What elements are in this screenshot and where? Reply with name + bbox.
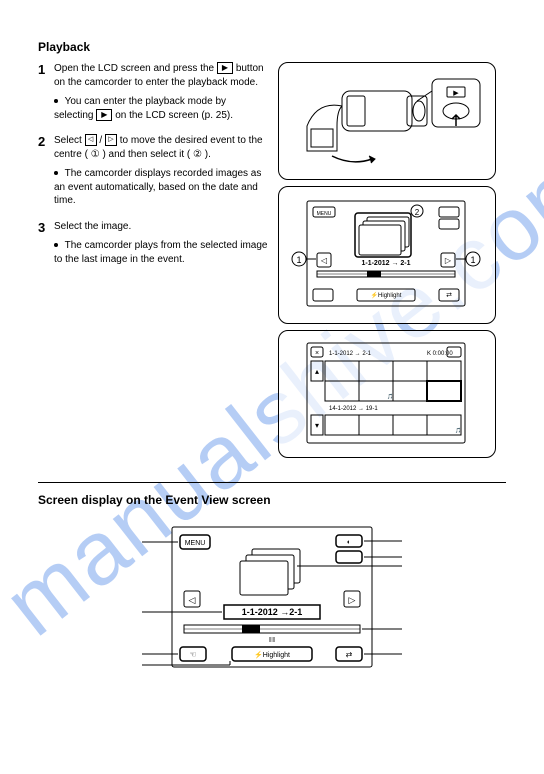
svg-text:⚡Highlight: ⚡Highlight xyxy=(254,650,290,659)
step-1: 1 Open the LCD screen and press the ▶ bu… xyxy=(38,62,268,122)
ref-1: ① xyxy=(91,149,100,160)
svg-text:1: 1 xyxy=(296,255,301,265)
play-mode-icon: ▶ xyxy=(96,109,112,121)
svg-text:⚡Highlight: ⚡Highlight xyxy=(371,291,402,299)
svg-text:MENU: MENU xyxy=(317,211,332,217)
bullet-icon xyxy=(54,99,58,103)
txt: Select xyxy=(54,135,85,146)
svg-text:×: × xyxy=(315,350,319,357)
svg-text:14-1-2012 → 19-1: 14-1-2012 → 19-1 xyxy=(329,406,378,412)
step-body: Select the image. The camcorder plays fr… xyxy=(54,220,268,267)
bullet-icon xyxy=(54,243,58,247)
svg-text:MENU: MENU xyxy=(185,540,206,547)
txt: ) and then select it ( xyxy=(102,149,190,160)
step-3: 3 Select the image. The camcorder plays … xyxy=(38,220,268,267)
svg-text:▷: ▷ xyxy=(445,256,452,265)
svg-text:🎵: 🎵 xyxy=(387,393,393,400)
step-body: Select ◁ / ▷ to move the desired event t… xyxy=(54,134,268,208)
svg-text:K 0:00:00: K 0:00:00 xyxy=(427,351,453,357)
txt: Select the image. xyxy=(54,221,131,232)
txt: The camcorder plays from the selected im… xyxy=(54,240,267,265)
svg-text:|||||: ||||| xyxy=(269,637,276,643)
svg-text:◁: ◁ xyxy=(189,595,196,605)
svg-text:2: 2 xyxy=(415,208,420,217)
step-num: 3 xyxy=(38,220,54,267)
play-mode-icon: ▶ xyxy=(217,62,233,74)
page-heading: Playback xyxy=(38,40,506,54)
svg-text:▶: ▶ xyxy=(453,90,459,97)
svg-text:1-1-2012 →2-1: 1-1-2012 →2-1 xyxy=(242,607,303,617)
step-num: 2 xyxy=(38,134,54,208)
screen-section-heading: Screen display on the Event View screen xyxy=(38,493,506,507)
step-2: 2 Select ◁ / ▷ to move the desired event… xyxy=(38,134,268,208)
svg-text:🎵: 🎵 xyxy=(455,427,461,434)
txt: ). xyxy=(205,149,211,160)
svg-text:⇄: ⇄ xyxy=(446,292,452,299)
panel-event-view: MENU 2 ◁ ▷ 1 1 1-1-2012 → 2-1 ⚡Highlight… xyxy=(278,186,496,324)
svg-text:⇄: ⇄ xyxy=(346,650,353,659)
left-arrow-icon: ◁ xyxy=(85,134,97,146)
bullet-icon xyxy=(54,171,58,175)
step-num: 1 xyxy=(38,62,54,122)
panel-camcorder: ▶ xyxy=(278,62,496,180)
svg-text:☜: ☜ xyxy=(189,650,196,659)
ref-2: ② xyxy=(193,149,202,160)
right-arrow-icon: ▷ xyxy=(105,134,117,146)
txt: on the LCD screen (p. 25). xyxy=(115,110,233,121)
svg-text:▴: ▴ xyxy=(315,367,319,376)
svg-text:▾: ▾ xyxy=(315,421,319,430)
txt: Open the LCD screen and press the xyxy=(54,63,217,74)
step-body: Open the LCD screen and press the ▶ butt… xyxy=(54,62,268,122)
screen-event-view-figure: MENU ◐ ◁ ▷ 1-1-2012 →2-1 ||||| ☜ ⚡Highli… xyxy=(102,521,442,681)
svg-text:◁: ◁ xyxy=(321,256,328,265)
txt: The camcorder displays recorded images a… xyxy=(54,168,261,206)
svg-text:1-1-2012 → 2-1: 1-1-2012 → 2-1 xyxy=(329,351,372,357)
svg-text:1: 1 xyxy=(470,255,475,265)
svg-text:1-1-2012 → 2-1: 1-1-2012 → 2-1 xyxy=(361,260,410,267)
svg-text:▷: ▷ xyxy=(349,595,356,605)
panel-thumbnail-grid: × 1-1-2012 → 2-1 K 0:00:00 ▴ 🎵 14-1-2012… xyxy=(278,330,496,458)
svg-text:◐: ◐ xyxy=(347,539,351,546)
